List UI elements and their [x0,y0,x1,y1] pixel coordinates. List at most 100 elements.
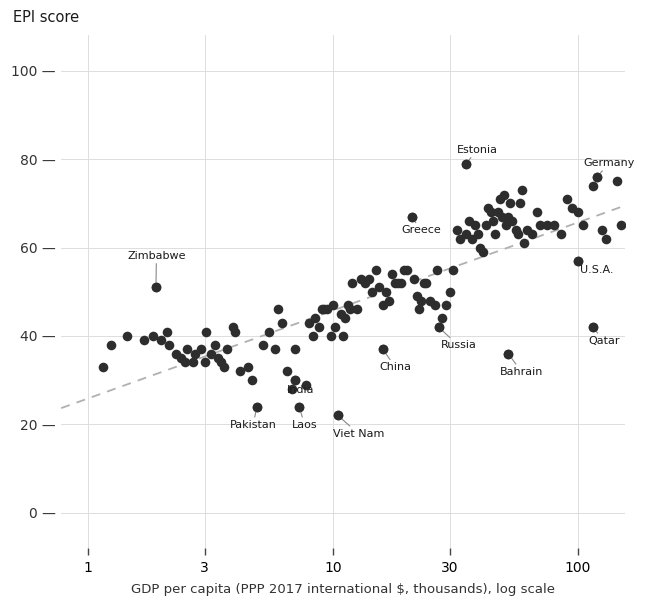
Point [171,349,181,359]
Point [406,212,417,222]
Point [567,203,578,212]
Point [273,305,283,314]
Point [535,220,545,230]
Point [495,194,505,204]
Point [499,189,510,199]
Point [294,402,304,412]
Point [209,340,220,350]
Point [419,278,429,288]
Point [318,305,329,314]
Point [290,344,300,354]
Point [601,234,611,243]
Point [503,349,514,359]
Point [503,349,514,359]
Point [451,225,462,235]
Point [473,229,483,239]
Point [455,234,465,243]
Point [411,291,422,301]
Point [164,340,174,350]
Point [180,358,190,367]
Text: Bahrain: Bahrain [500,357,543,377]
Point [343,300,353,310]
Point [196,344,206,354]
Text: China: China [380,353,411,373]
Point [347,278,358,288]
Point [378,344,388,354]
Point [437,313,448,323]
Point [513,229,523,239]
Point [532,208,542,217]
Point [227,322,238,332]
Point [588,181,598,191]
Point [490,229,501,239]
Point [230,327,240,336]
Point [488,216,498,226]
Point [367,287,378,297]
Point [336,309,346,319]
Point [434,322,444,332]
Point [201,327,211,336]
Point [213,353,223,363]
Point [176,353,186,363]
Point [578,220,588,230]
Point [429,300,439,310]
Text: EPI score: EPI score [13,10,79,25]
Point [511,225,521,235]
Point [258,340,268,350]
Point [378,300,388,310]
Text: Estonia: Estonia [456,145,498,160]
Point [573,208,583,217]
Point [401,265,411,274]
Point [393,278,404,288]
Point [434,322,444,332]
Point [264,327,274,336]
Point [287,384,297,394]
Point [188,358,198,367]
Point [242,362,253,371]
Point [345,305,356,314]
Point [156,336,166,345]
Point [222,344,232,354]
Point [475,243,486,253]
Point [374,282,385,292]
Point [370,265,381,274]
Point [478,247,488,257]
Point [384,296,395,305]
Point [290,375,300,385]
Point [277,318,287,328]
Point [317,305,327,314]
Point [518,239,528,248]
Text: U.S.A.: U.S.A. [578,261,614,274]
Point [588,322,598,332]
Point [359,278,370,288]
Point [467,234,477,243]
Point [390,278,400,288]
Point [527,229,538,239]
Point [294,402,304,412]
Point [486,208,496,217]
Point [515,198,525,208]
Point [562,194,572,204]
Point [122,331,133,341]
Text: Greece: Greece [401,220,441,236]
Point [396,278,406,288]
Point [310,313,320,323]
Point [592,172,603,181]
Point [151,282,161,292]
Point [270,344,280,354]
Point [503,212,514,222]
Point [352,305,362,314]
Point [414,305,424,314]
Text: Germany: Germany [583,158,634,174]
Point [441,300,451,310]
Point [616,220,627,230]
Point [216,358,226,367]
Point [148,331,159,341]
Point [314,322,324,332]
Text: Zimbabwe: Zimbabwe [127,251,186,283]
Point [480,220,491,230]
Point [161,327,172,336]
Point [542,220,552,230]
Point [363,274,374,283]
Point [425,296,436,305]
